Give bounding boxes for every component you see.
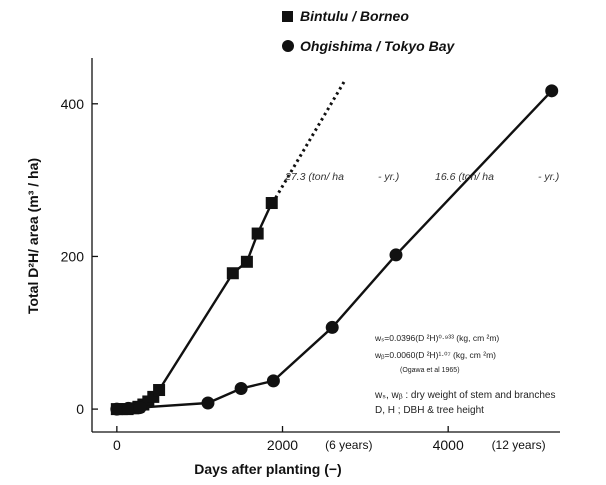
rate-ohgishima: 16.6 (ton/ ha <box>435 171 494 183</box>
y-tick-label: 0 <box>76 401 84 417</box>
x-axis-title: Days after planting (−) <box>194 461 341 477</box>
data-point-square <box>153 384 165 396</box>
data-point-circle <box>134 401 147 414</box>
note-dbh-height: D, H ; DBH & tree height <box>375 405 484 416</box>
note-dry-weight: wₛ, wᵦ : dry weight of stem and branches <box>374 390 555 401</box>
data-point-square <box>227 267 239 279</box>
series-line <box>117 91 552 409</box>
series-ohgishima <box>110 84 558 415</box>
equation-stem: wₛ=0.0396(D ²H)⁰·⁹³³ (kg, cm ²m) <box>374 333 499 343</box>
series-line <box>117 203 272 409</box>
x-tick-label: 0 <box>113 437 121 453</box>
y-tick-label: 200 <box>61 248 85 264</box>
rate-ohgishima-unit: - yr.) <box>538 171 559 183</box>
data-point-circle <box>110 403 123 416</box>
rate-bintulu-unit: - yr.) <box>378 171 399 183</box>
data-point-circle <box>235 382 248 395</box>
rate-bintulu: 27.3 (ton/ ha <box>284 171 344 183</box>
data-point-circle <box>389 248 402 261</box>
legend-circle-marker <box>282 40 294 52</box>
citation: (Ogawa et al 1965) <box>400 367 460 374</box>
x-tick-note: (12 years) <box>492 438 546 452</box>
y-axis-title: Total D²H/ area (m³ / ha) <box>25 158 41 314</box>
legend: Bintulu / Borneo Ohgishima / Tokyo Bay <box>282 8 456 54</box>
y-tick-label: 400 <box>61 96 85 112</box>
data-point-circle <box>545 84 558 97</box>
data-series <box>110 81 558 416</box>
data-point-circle <box>201 396 214 409</box>
legend-square-marker <box>282 11 293 22</box>
legend-label-bintulu: Bintulu / Borneo <box>300 8 409 24</box>
x-tick-note: (6 years) <box>325 438 372 452</box>
data-point-square <box>266 197 278 209</box>
allometric-notes: wₛ=0.0396(D ²H)⁰·⁹³³ (kg, cm ²m) wᵦ=0.00… <box>374 333 555 416</box>
series-bintulu <box>111 81 345 415</box>
x-tick-label: 2000 <box>267 437 298 453</box>
data-point-circle <box>122 402 135 415</box>
growth-rate-annotations: 27.3 (ton/ ha - yr.) 16.6 (ton/ ha - yr.… <box>284 171 559 183</box>
data-point-square <box>241 256 253 268</box>
series-extrapolation <box>273 81 345 203</box>
data-point-square <box>252 228 264 240</box>
data-point-circle <box>267 374 280 387</box>
x-tick-label: 4000 <box>433 437 464 453</box>
data-point-circle <box>326 321 339 334</box>
legend-label-ohgishima: Ohgishima / Tokyo Bay <box>300 38 456 54</box>
equation-branches: wᵦ=0.0060(D ²H)¹·⁰⁲⁷ (kg, cm ²m) <box>374 350 496 360</box>
